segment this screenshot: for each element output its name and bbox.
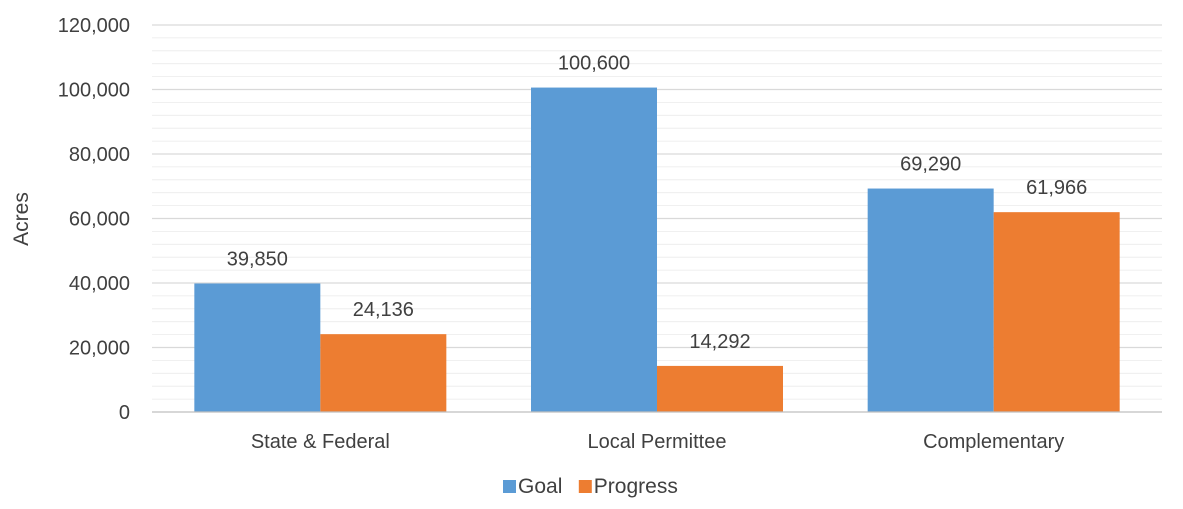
y-tick-label: 20,000 xyxy=(69,338,130,360)
x-tick-label: Local Permittee xyxy=(588,431,727,453)
bar-progress-2 xyxy=(657,365,783,412)
data-label-progress-1: 24,136 xyxy=(353,299,414,321)
legend-swatch-goal xyxy=(503,480,516,493)
x-tick-label: Complementary xyxy=(923,431,1064,453)
data-label-goal-3: 69,290 xyxy=(900,154,961,176)
y-axis: 0 20,000 40,000 60,000 80,000 100,000 120,000 xyxy=(58,15,130,424)
bar-goal-2 xyxy=(531,87,657,412)
y-tick-label: 80,000 xyxy=(69,144,130,166)
y-tick-label: 0 xyxy=(119,402,130,424)
bar-progress-3 xyxy=(993,212,1120,412)
y-tick-label: 100,000 xyxy=(58,80,130,102)
y-tick-label: 40,000 xyxy=(69,273,130,295)
y-tick-label: 60,000 xyxy=(69,209,130,231)
data-label-progress-2: 14,292 xyxy=(689,331,750,353)
data-label-progress-3: 61,966 xyxy=(1026,177,1087,199)
y-axis-title: Acres xyxy=(10,192,33,246)
bars xyxy=(194,87,1120,412)
legend-label-goal: Goal xyxy=(518,475,562,498)
x-axis: State & Federal Local Permittee Complement… xyxy=(152,411,1162,453)
data-labels: 39,850 100,600 69,290 24,136 14,292 61,966 xyxy=(227,53,1088,353)
data-label-goal-1: 39,850 xyxy=(227,248,288,270)
x-tick-label: State & Federal xyxy=(251,431,390,453)
bar-goal-3 xyxy=(867,188,994,412)
bar-progress-1 xyxy=(320,334,447,412)
legend-swatch-progress xyxy=(578,480,592,493)
data-label-goal-2: 100,600 xyxy=(558,53,630,75)
legend: Goal Progress xyxy=(503,475,678,498)
bar-goal-1 xyxy=(194,283,321,412)
y-tick-label: 120,000 xyxy=(58,15,130,37)
legend-label-progress: Progress xyxy=(594,475,678,498)
